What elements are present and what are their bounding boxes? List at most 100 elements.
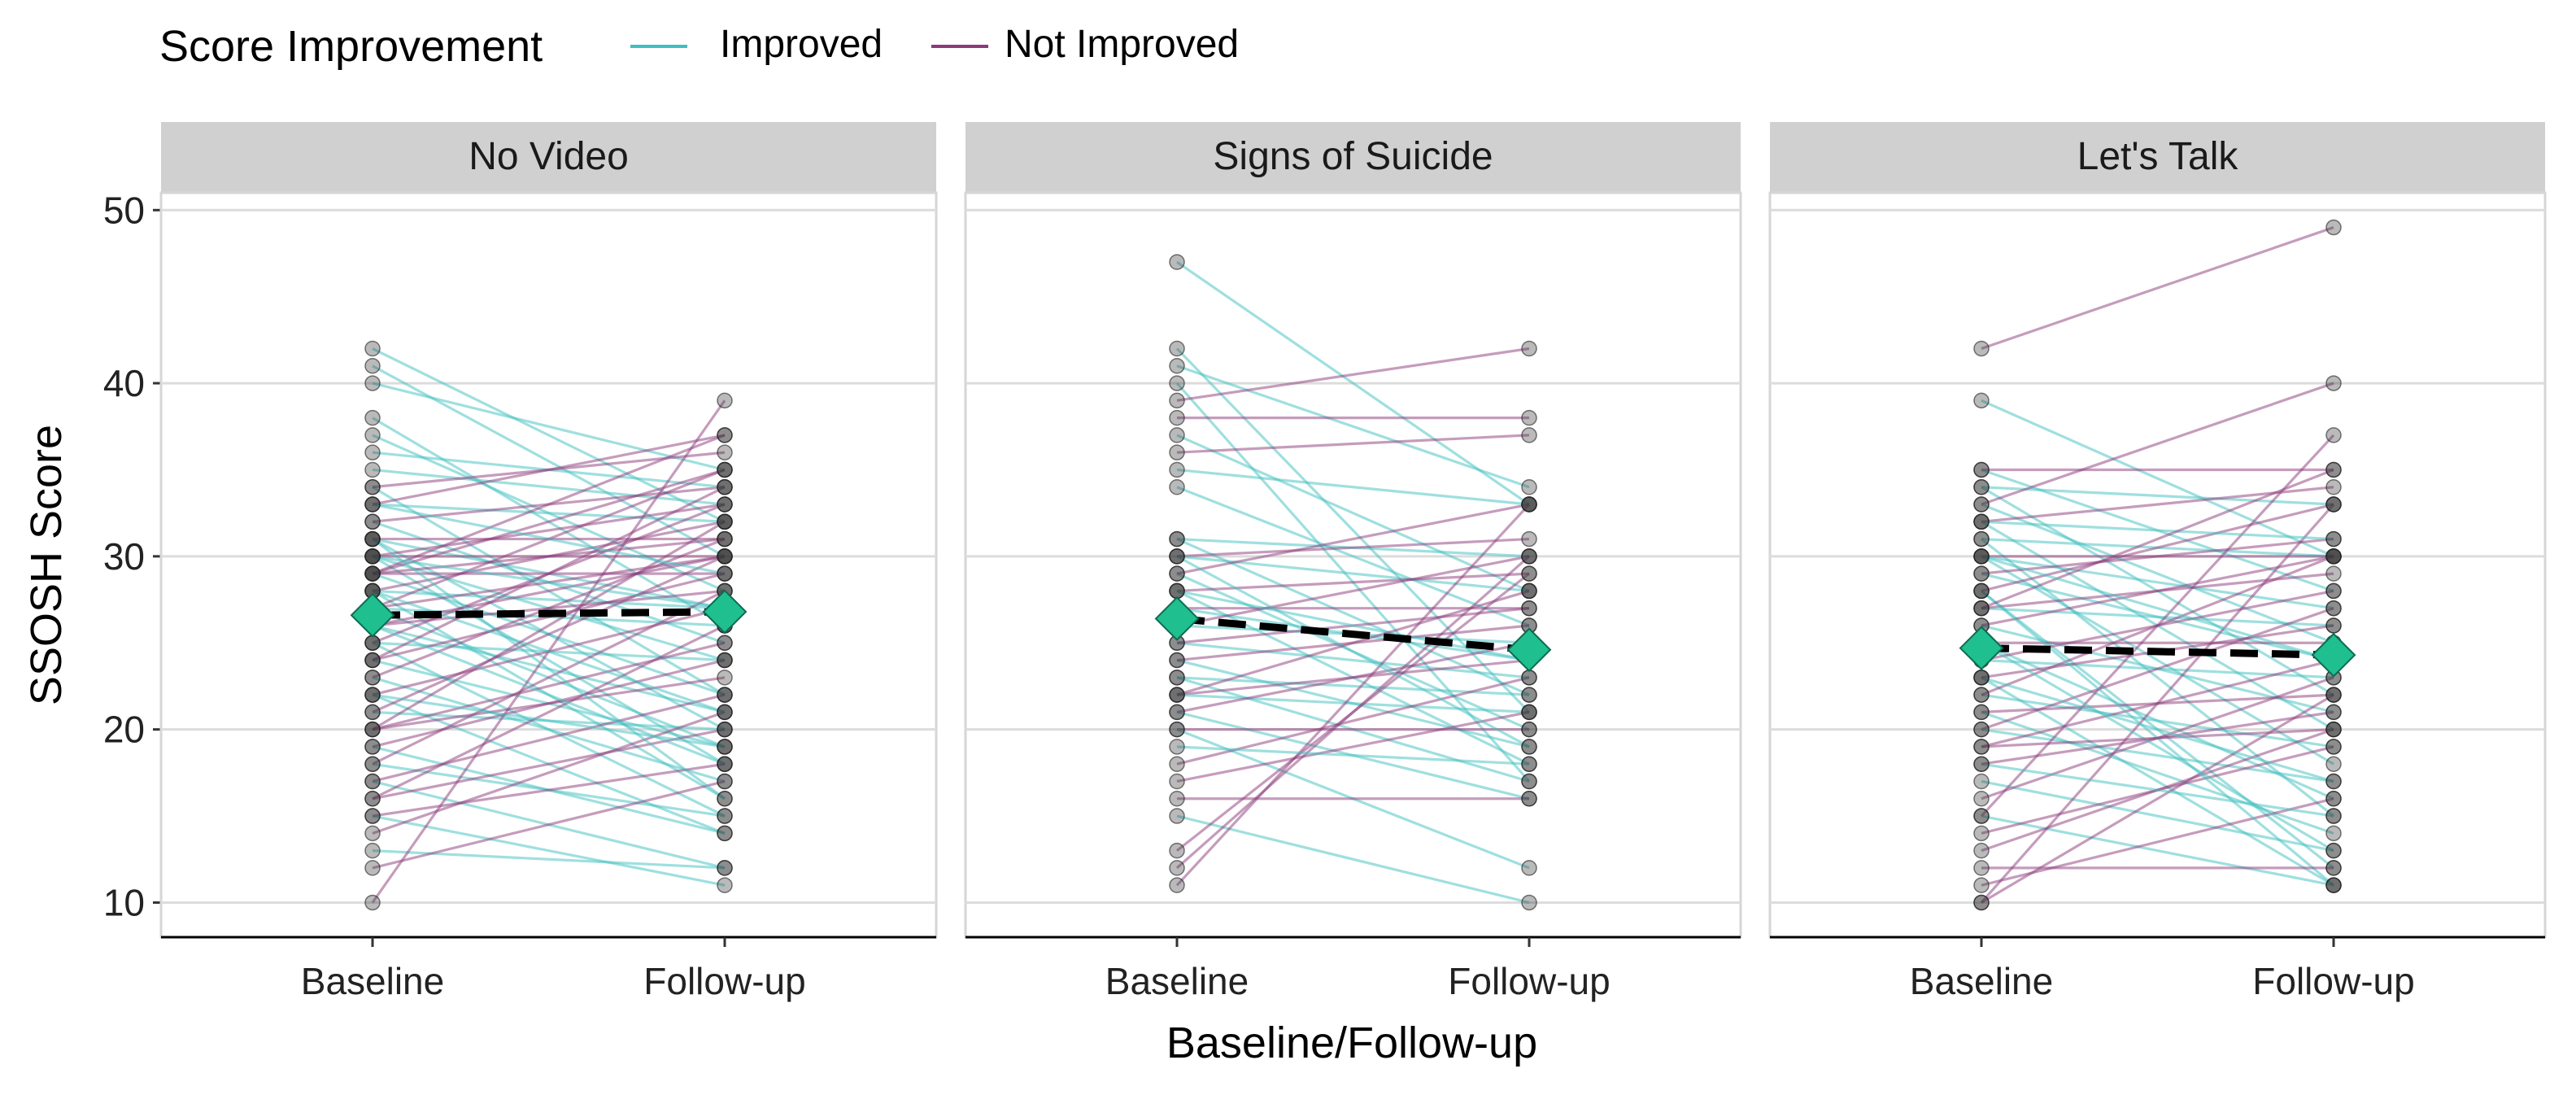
baseline-point	[364, 704, 381, 721]
pair-line	[372, 624, 726, 766]
followup-point	[717, 548, 733, 565]
pair-line	[372, 538, 726, 801]
panel-border	[964, 191, 1742, 939]
pair-line	[372, 641, 726, 731]
pair-line	[1981, 503, 2334, 644]
followup-point	[1521, 704, 1537, 721]
baseline-point	[364, 358, 381, 374]
panel-border	[1768, 191, 2547, 939]
baseline-point	[1169, 444, 1185, 460]
pair-line	[1175, 347, 1531, 713]
x-tick-label: Baseline	[1910, 960, 2053, 1002]
followup-point	[717, 635, 733, 652]
baseline-point	[1973, 808, 1990, 824]
followup-point	[2325, 704, 2342, 721]
followup-point	[717, 670, 733, 686]
baseline-point	[364, 791, 381, 807]
followup-point	[2325, 877, 2342, 893]
baseline-mean-diamond	[1154, 596, 1200, 641]
pair-line	[1176, 814, 1530, 904]
facet-strip-label: Let's Talk	[2077, 135, 2239, 178]
baseline-point	[1973, 756, 1990, 772]
baseline-point	[1973, 721, 1990, 738]
baseline-point	[1973, 773, 1990, 790]
followup-point	[2325, 461, 2342, 478]
baseline-point	[1169, 375, 1185, 391]
baseline-point	[1973, 670, 1990, 686]
baseline-point	[1973, 530, 1990, 548]
baseline-point	[364, 773, 381, 790]
pair-line	[1981, 762, 2334, 818]
mean-dashed-line	[1176, 614, 1530, 654]
followup-point	[1521, 548, 1537, 565]
baseline-point	[1169, 687, 1185, 703]
baseline-point	[364, 808, 381, 824]
baseline-point	[364, 565, 381, 582]
y-tick-label: 40	[103, 362, 145, 404]
followup-point	[1521, 496, 1537, 513]
baseline-point	[364, 375, 381, 391]
pair-line	[372, 503, 726, 523]
baseline-point	[364, 860, 381, 876]
baseline-point	[364, 721, 381, 738]
pair-line	[1176, 745, 1530, 766]
pair-line	[1981, 382, 2334, 506]
baseline-point	[1973, 687, 1990, 703]
baseline-point	[1169, 756, 1185, 772]
followup-point	[717, 739, 733, 755]
pair-line	[1981, 468, 2334, 610]
baseline-point	[1169, 842, 1185, 859]
baseline-point	[1169, 530, 1185, 548]
followup-point	[1521, 687, 1537, 703]
legend-title: Score Improvement	[159, 22, 543, 71]
followup-point	[2325, 791, 2342, 807]
baseline-point	[1973, 496, 1990, 513]
pair-line	[372, 624, 726, 801]
baseline-point	[1973, 600, 1990, 617]
baseline-point	[1973, 548, 1990, 565]
followup-point	[2325, 687, 2342, 703]
followup-point	[1521, 670, 1537, 686]
followup-point	[1521, 582, 1537, 600]
pair-line	[372, 555, 726, 610]
pair-line	[372, 693, 726, 748]
baseline-point	[1169, 652, 1185, 669]
followup-point	[717, 877, 733, 893]
followup-point	[717, 808, 733, 824]
pair-line	[372, 710, 726, 835]
pair-line	[372, 434, 726, 575]
followup-mean-diamond	[2311, 632, 2356, 678]
followup-point	[717, 652, 733, 669]
followup-point	[2325, 427, 2342, 443]
baseline-point	[1973, 565, 1990, 582]
followup-point	[717, 773, 733, 790]
baseline-point	[364, 427, 381, 443]
pair-line	[1176, 641, 1530, 679]
pair-line	[1981, 537, 2334, 575]
baseline-point	[1169, 773, 1185, 790]
followup-point	[2325, 375, 2342, 391]
facet-strip-label: No Video	[469, 135, 629, 178]
followup-point	[2325, 582, 2342, 600]
followup-point	[717, 825, 733, 842]
pair-line	[372, 555, 726, 766]
pair-line	[1981, 728, 2334, 783]
pair-line	[372, 849, 726, 870]
followup-point	[1521, 894, 1537, 911]
pair-line	[372, 779, 726, 870]
baseline-point	[364, 496, 381, 513]
pair-line	[372, 589, 726, 766]
baseline-point	[364, 478, 381, 495]
x-tick-label: Baseline	[301, 960, 444, 1002]
baseline-point	[364, 825, 381, 842]
pair-line	[1981, 693, 2334, 904]
pair-line	[372, 693, 726, 783]
baseline-point	[1169, 478, 1185, 495]
pair-line	[1176, 347, 1530, 402]
baseline-point	[364, 894, 381, 911]
followup-point	[717, 687, 733, 703]
x-tick-label: Follow-up	[2252, 960, 2414, 1002]
pair-line	[372, 658, 726, 748]
pair-line	[1980, 503, 2335, 904]
